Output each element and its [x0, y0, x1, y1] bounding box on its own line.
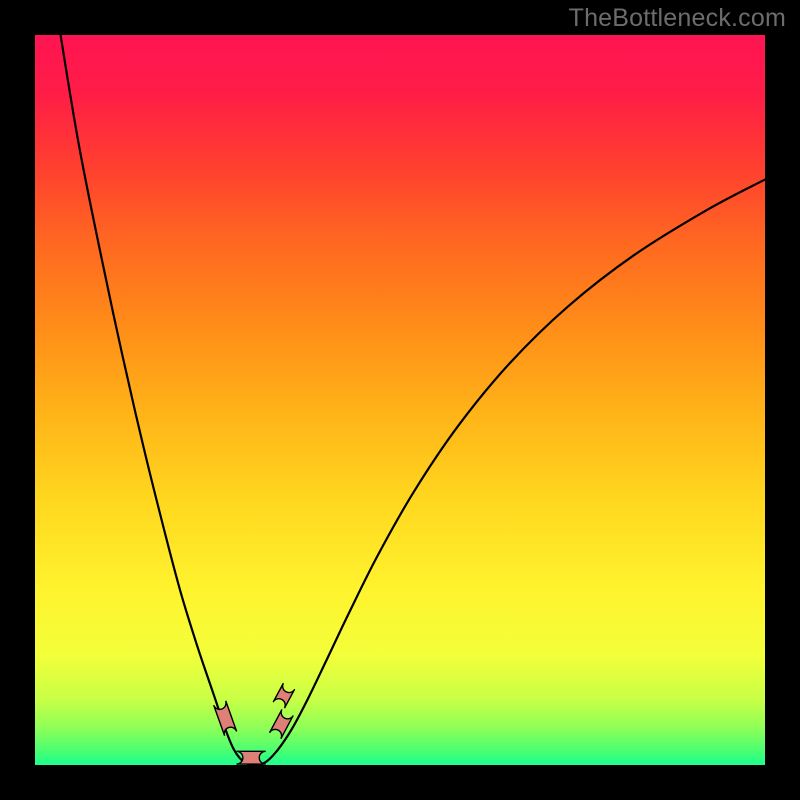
gradient-background [35, 35, 765, 765]
watermark-text: TheBottleneck.com [569, 4, 786, 33]
chart-container: TheBottleneck.com [0, 0, 800, 800]
plot-svg [35, 35, 765, 765]
plot-frame [35, 35, 765, 765]
